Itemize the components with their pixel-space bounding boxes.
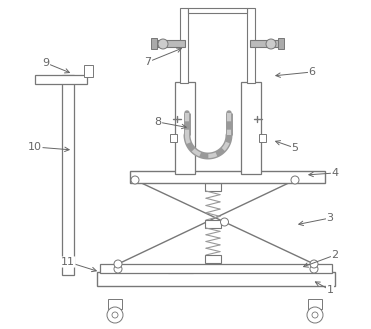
Circle shape: [158, 39, 168, 49]
Bar: [278, 38, 284, 49]
Bar: [247, 8, 255, 83]
Circle shape: [114, 260, 122, 268]
Bar: [180, 8, 188, 83]
Bar: [84, 65, 93, 77]
Text: 7: 7: [144, 57, 152, 67]
Text: 11: 11: [61, 257, 75, 267]
Circle shape: [107, 307, 123, 323]
Text: 10: 10: [28, 142, 42, 152]
Bar: [155, 40, 185, 47]
Text: 8: 8: [154, 117, 161, 127]
Circle shape: [112, 312, 118, 318]
Bar: [151, 38, 157, 49]
Text: 2: 2: [331, 250, 339, 260]
Text: 1: 1: [326, 285, 334, 295]
Circle shape: [114, 265, 122, 273]
Bar: [97, 272, 335, 286]
Bar: [168, 265, 193, 273]
Bar: [205, 183, 221, 191]
Bar: [241, 82, 261, 174]
Bar: [35, 75, 87, 84]
Text: 3: 3: [326, 213, 334, 223]
Text: 9: 9: [42, 58, 50, 68]
Bar: [130, 171, 325, 183]
Text: 6: 6: [309, 67, 315, 77]
Circle shape: [220, 218, 229, 226]
Bar: [308, 299, 322, 309]
Circle shape: [312, 312, 318, 318]
Bar: [175, 82, 195, 174]
Circle shape: [310, 265, 318, 273]
Bar: [250, 40, 280, 47]
Circle shape: [291, 176, 299, 184]
Bar: [170, 134, 177, 142]
Text: 4: 4: [331, 168, 339, 178]
Bar: [100, 264, 332, 273]
Circle shape: [307, 307, 323, 323]
Bar: [62, 75, 74, 275]
Circle shape: [266, 39, 276, 49]
Bar: [108, 299, 122, 309]
Bar: [205, 255, 221, 263]
Bar: [205, 220, 221, 228]
Circle shape: [131, 176, 139, 184]
Bar: [188, 8, 247, 13]
Circle shape: [310, 260, 318, 268]
Bar: [259, 134, 266, 142]
Text: 5: 5: [292, 143, 299, 153]
